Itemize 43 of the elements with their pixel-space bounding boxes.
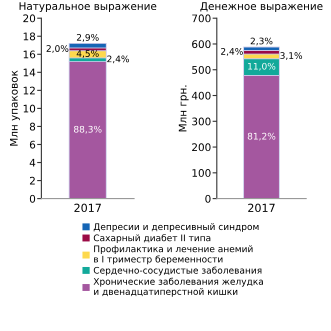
annotation: 11,0% [248,62,276,71]
y-axis-title: Млн упаковок [10,70,20,146]
y-tick-label: 10 [24,104,36,113]
bar [68,43,107,48]
annotation: 2,9% [76,34,99,42]
y-tick-label: 300 [192,118,211,126]
legend-label: Профилактика и лечение анемий в I триместр беременности [94,245,253,264]
annotation: 88,3% [74,126,102,134]
y-tick-label: 6 [30,140,36,149]
y-tick-label: 12 [24,86,35,94]
x-tick-label: 2017 [74,204,101,212]
annotation: 2,3% [250,38,272,46]
y-tick-label: 0 [205,194,211,203]
y-tick-label: 500 [192,66,211,74]
bar [243,46,280,51]
y-tick-label: 2 [30,176,35,185]
y-tick-label: 0 [30,194,36,203]
annotation: 2,4% [221,48,243,56]
y-tick-label: 100 [192,169,211,177]
legend-label: Сахарный диабет II типа [94,234,210,244]
y-tick-label: 20 [23,14,36,22]
annotation: 2,0% [46,45,68,53]
y-tick-label: 200 [192,143,211,152]
annotation: 2,4% [107,55,129,64]
y-tick-label: 600 [192,40,211,48]
legend-label: Хронические заболевания желудка и двенадцатиперстной кишки [94,278,263,297]
y-tick-label: 700 [192,14,211,22]
chart-title: Денежное выражение [200,2,323,12]
y-axis-title: Млн грн. [178,86,189,132]
legend-label: Сердечно-сосудистые заболевания [94,266,262,276]
y-tick-label: 16 [24,50,36,58]
annotation: 81,2% [248,132,276,141]
y-tick-label: 400 [192,92,211,100]
y-tick-label: 4 [30,158,36,166]
x-tick-label: 2017 [248,204,275,212]
chart-title: Натуральное выражение [20,2,156,12]
y-tick-label: 8 [30,122,36,131]
y-tick-label: 18 [24,32,36,40]
y-tick-label: 14 [24,68,36,76]
annotation: 4,5% [76,50,99,58]
annotation: 3,1% [280,52,302,60]
legend-label: Депресии и депресивный синдром [94,223,259,232]
bar [68,61,107,199]
